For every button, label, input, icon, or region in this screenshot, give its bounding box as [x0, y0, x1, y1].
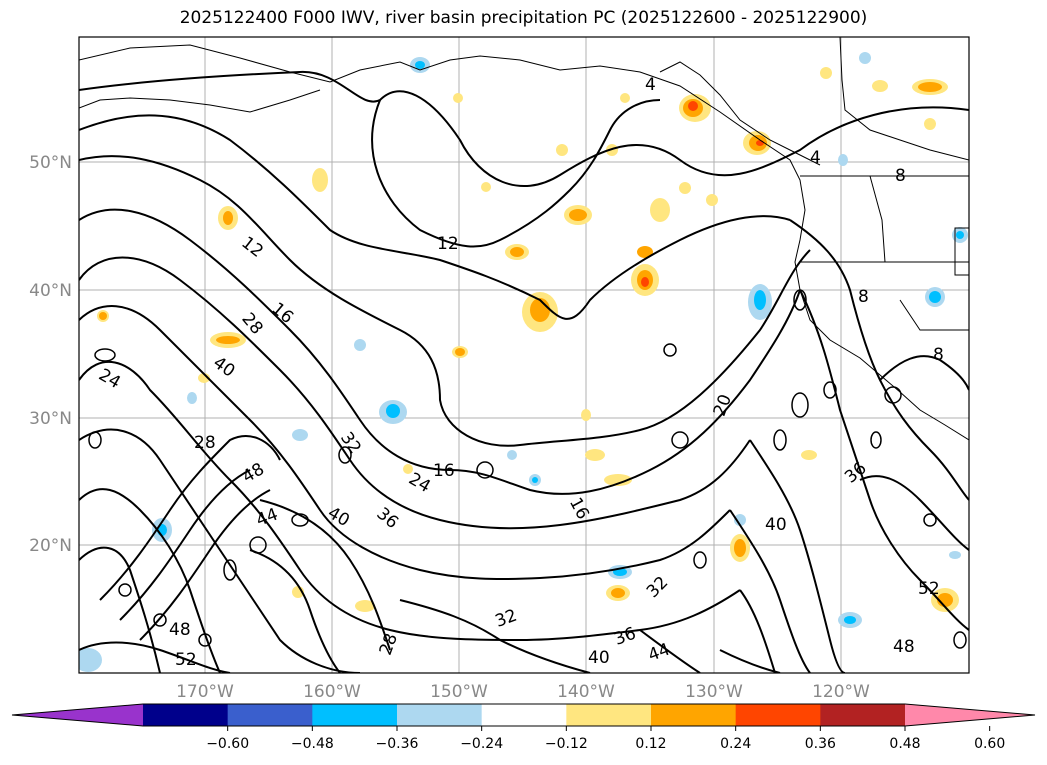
contour-label: 16 [433, 461, 455, 481]
colorbar-tick-label: −0.24 [460, 736, 503, 752]
gridlines [79, 37, 969, 673]
colorbar-segment [566, 704, 652, 726]
colorbar-tick-label: 0.36 [805, 736, 836, 752]
lat-label-50n: 50°N [29, 153, 72, 173]
contour-label: 48 [169, 620, 191, 640]
lat-label-20n: 20°N [29, 536, 72, 556]
colorbar-tick-label: −0.48 [291, 736, 334, 752]
lat-label-40n: 40°N [29, 281, 72, 301]
iwv-contours [79, 70, 969, 673]
lon-label-120w: 120°W [812, 682, 870, 702]
colorbar-segment [143, 704, 229, 726]
colorbar-tick-label: 0.60 [974, 736, 1005, 752]
coastlines [79, 37, 969, 441]
colorbar-segment [481, 704, 567, 726]
colorbar-segment [312, 704, 398, 726]
contour-label: 12 [437, 234, 459, 254]
lon-label-130w: 130°W [685, 682, 743, 702]
colorbar-tick-label: 0.48 [889, 736, 920, 752]
colorbar-extend-max [905, 704, 1035, 726]
colorbar-tick-label: −0.36 [376, 736, 419, 752]
lon-axis: 170°W 160°W 150°W 140°W 130°W 120°W [176, 682, 870, 702]
contour-label: 4 [645, 75, 656, 95]
colorbar-segment [651, 704, 737, 726]
contour-label: 4 [810, 148, 821, 168]
contour-blobs [88, 289, 967, 649]
lon-label-140w: 140°W [557, 682, 615, 702]
contour-label: 52 [175, 650, 197, 670]
colorbar-segment [227, 704, 313, 726]
lon-label-160w: 160°W [303, 682, 361, 702]
plot-frame [78, 36, 970, 674]
contour-label: 40 [588, 648, 610, 668]
colorbar-extend-min [12, 704, 143, 726]
colorbar-segment [397, 704, 483, 726]
plot-area [79, 37, 969, 673]
colorbar-tick-label: 0.24 [720, 736, 751, 752]
colorbar-tick-label: −0.60 [206, 736, 249, 752]
colorbar-tick-label: −0.12 [545, 736, 588, 752]
contour-label: 8 [895, 166, 906, 186]
colorbar-segment [735, 704, 821, 726]
contour-label: 8 [933, 345, 944, 365]
contour-label: 8 [858, 287, 869, 307]
colorbar: −0.60 −0.48 −0.36 −0.24 −0.12 0.12 0.24 0.36 0.4… [11, 703, 1036, 752]
contour-label: 28 [194, 433, 216, 453]
contour-label: 40 [765, 515, 787, 535]
colorbar-tick-label: 0.12 [635, 736, 666, 752]
lat-axis: 50°N 40°N 30°N 20°N [29, 153, 72, 556]
map-title: 2025122400 F000 IWV, river basin precipi… [179, 8, 868, 28]
contour-label: 52 [918, 579, 940, 599]
colorbar-segment [820, 704, 906, 726]
lon-label-150w: 150°W [430, 682, 488, 702]
contour-label: 48 [893, 637, 915, 657]
lat-label-30n: 30°N [29, 409, 72, 429]
lon-label-170w: 170°W [176, 682, 234, 702]
